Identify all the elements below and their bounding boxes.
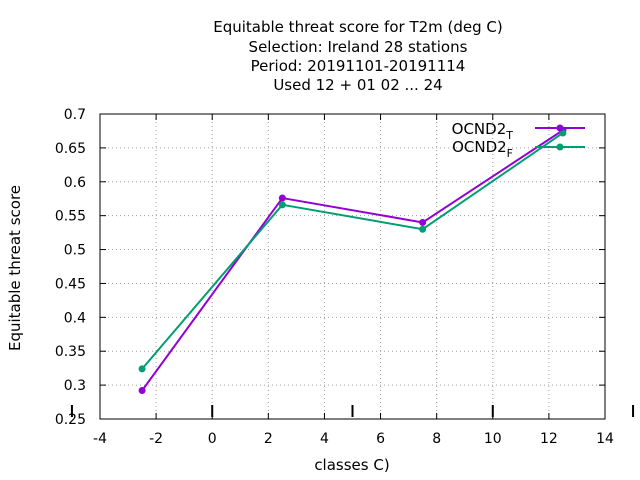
x-tick-label: 12 bbox=[540, 431, 558, 447]
data-point bbox=[138, 387, 146, 395]
legend-label-1: OCND2T bbox=[452, 120, 514, 142]
data-point bbox=[278, 194, 286, 202]
series-1 bbox=[138, 126, 567, 395]
legend-entry-1: OCND2T bbox=[452, 120, 585, 142]
y-tick-label: 0.65 bbox=[55, 141, 86, 157]
y-axis-label: Equitable threat score bbox=[6, 185, 24, 351]
y-tick-label: 0.45 bbox=[55, 276, 86, 292]
title-line-2: Selection: Ireland 28 stations bbox=[249, 38, 468, 56]
plot-frame bbox=[99, 113, 606, 420]
x-tick-label: 10 bbox=[484, 431, 502, 447]
x-tick-label: 6 bbox=[376, 431, 385, 447]
x-tick-label: 14 bbox=[596, 431, 614, 447]
series-group bbox=[138, 126, 567, 395]
x-tick-label: 4 bbox=[320, 431, 329, 447]
legend: OCND2T OCND2F bbox=[452, 120, 585, 160]
data-point bbox=[278, 201, 286, 209]
series-2 bbox=[138, 129, 567, 373]
title-line-4: Used 12 + 01 02 ... 24 bbox=[273, 76, 442, 94]
y-tick-label: 0.5 bbox=[64, 243, 86, 259]
y-tick-label: 0.25 bbox=[55, 412, 86, 428]
x-tick-label: 2 bbox=[264, 431, 273, 447]
data-point bbox=[419, 218, 427, 226]
x-tick-label: -2 bbox=[149, 431, 163, 447]
y-tick-label: 0.7 bbox=[64, 107, 86, 123]
y-tick-label: 0.3 bbox=[64, 378, 86, 394]
legend-label-2: OCND2F bbox=[452, 138, 513, 160]
title-line-3: Period: 20191101-20191114 bbox=[251, 57, 466, 75]
x-axis-label: classes C) bbox=[314, 456, 389, 474]
legend-marker-1 bbox=[556, 124, 564, 132]
y-tick-label: 0.6 bbox=[64, 175, 86, 191]
y-tick-label: 0.35 bbox=[55, 344, 86, 360]
title-line-1: Equitable threat score for T2m (deg C) bbox=[213, 18, 503, 36]
data-point bbox=[419, 225, 427, 233]
series-line bbox=[141, 129, 564, 392]
y-tick-label: 0.55 bbox=[55, 209, 86, 225]
grid bbox=[100, 114, 605, 419]
x-tick-label: -4 bbox=[93, 431, 107, 447]
data-point bbox=[138, 365, 146, 373]
legend-marker-2 bbox=[556, 143, 564, 151]
x-tick-label: 0 bbox=[208, 431, 217, 447]
baseline-ticks bbox=[70, 405, 635, 417]
y-tick-label: 0.4 bbox=[64, 310, 86, 326]
y-axis-ticks: 0.25 0.3 0.35 0.4 0.45 0.5 0.55 0.6 0.65 0.7 bbox=[55, 107, 605, 428]
chart-title: Equitable threat score for T2m (deg C) S… bbox=[213, 18, 503, 94]
x-axis-ticks: -4 -2 0 2 4 6 8 10 12 14 bbox=[93, 114, 614, 447]
series-line bbox=[141, 132, 564, 370]
legend-entry-2: OCND2F bbox=[452, 138, 585, 160]
x-tick-label: 8 bbox=[432, 431, 441, 447]
